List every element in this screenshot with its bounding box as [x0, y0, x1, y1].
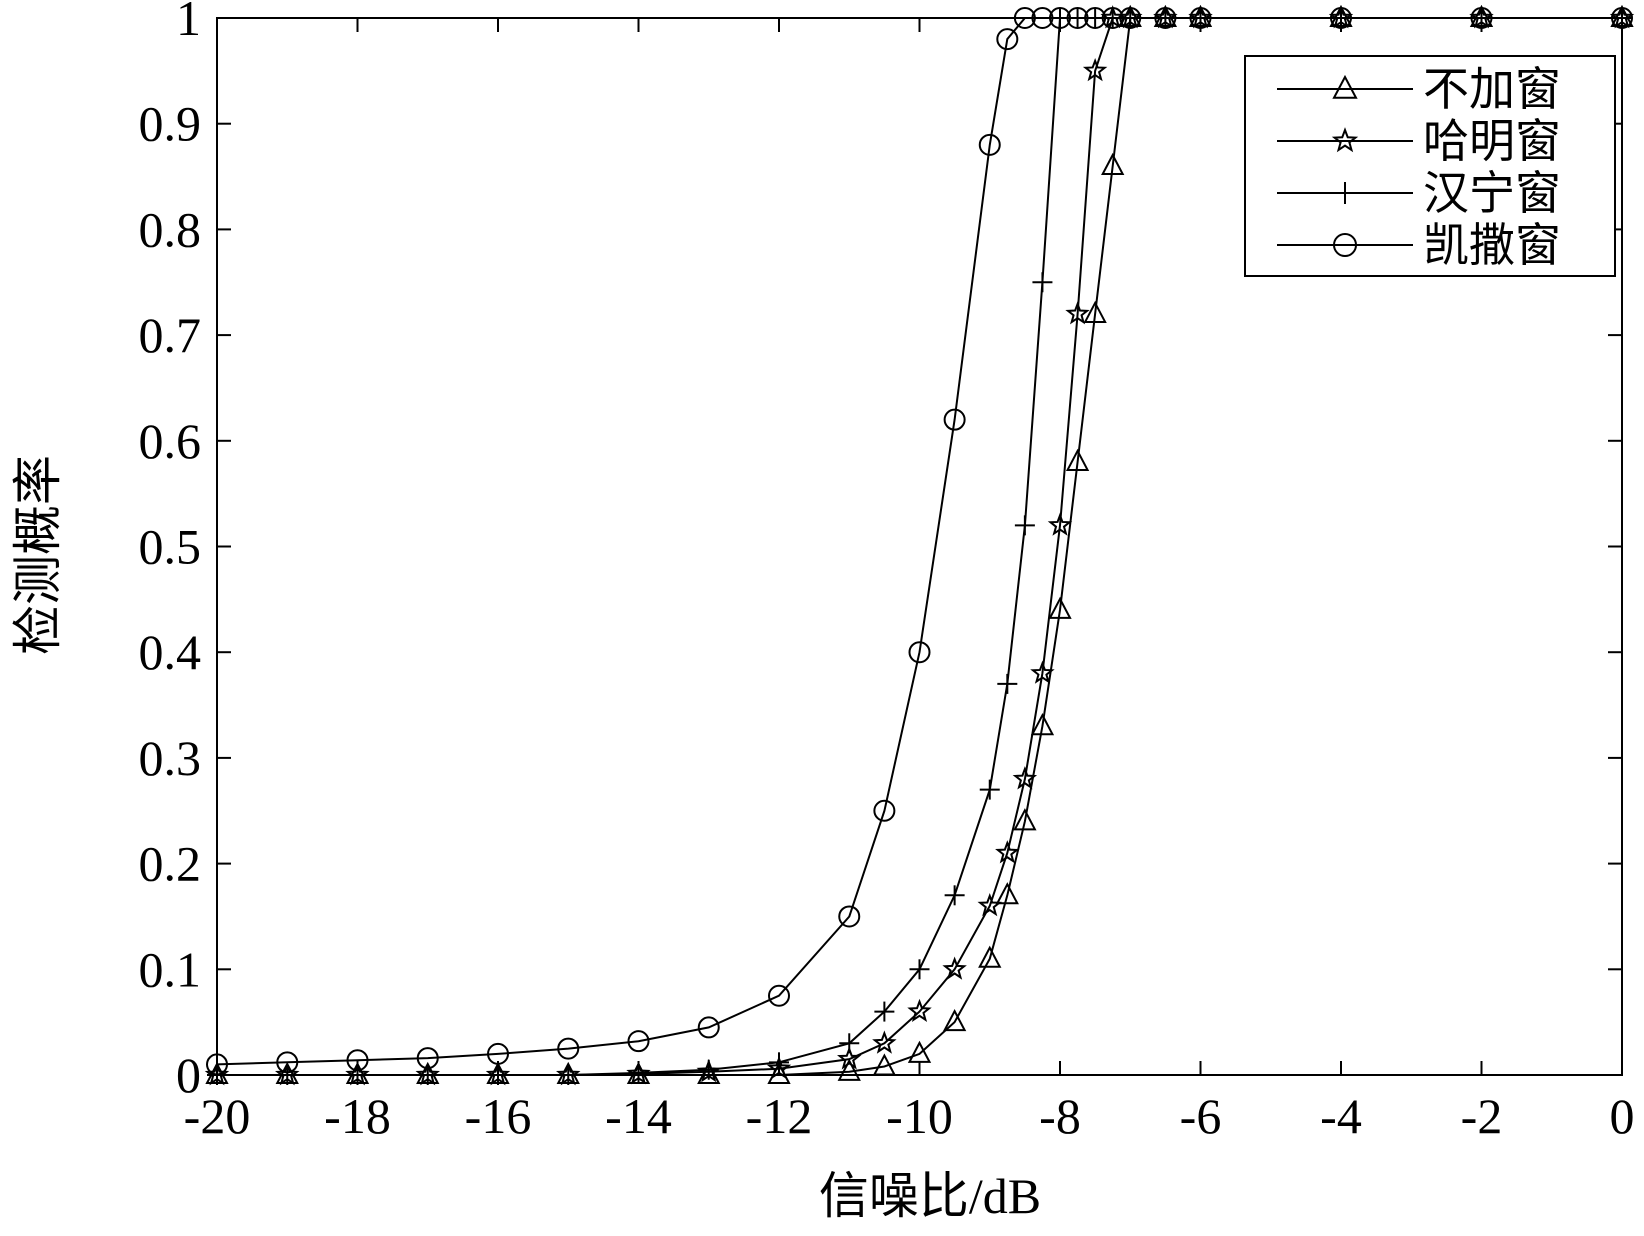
circle-marker — [697, 1016, 720, 1039]
circle-marker — [627, 1030, 650, 1053]
plus-marker — [909, 959, 930, 980]
star-marker — [1012, 766, 1038, 790]
legend-entry: 不加窗 — [1277, 64, 1561, 115]
triangle-marker — [1030, 713, 1055, 736]
star-marker — [1331, 127, 1359, 153]
circle-marker — [1333, 233, 1357, 257]
x-tick-label: 0 — [1610, 1088, 1635, 1144]
circle-marker — [943, 408, 966, 431]
y-tick-label: 0.1 — [139, 941, 202, 997]
y-tick-label: 0.9 — [139, 96, 202, 152]
triangle-marker — [1083, 300, 1107, 323]
star-marker — [872, 1030, 897, 1054]
x-tick-label: -6 — [1180, 1088, 1222, 1144]
plus-marker — [979, 779, 1000, 800]
plus-marker — [944, 885, 965, 906]
y-tick-label: 0.5 — [139, 519, 202, 575]
axes-layer: -20 -18 -16 -14 -12 -10 -8 -6 -4 -2 000.10.20.30.4… — [139, 0, 1635, 1144]
triangle-marker — [1048, 596, 1072, 619]
legend-label: 哈明窗 — [1423, 116, 1561, 167]
legend-entry: 凯撒窗 — [1277, 220, 1561, 271]
y-tick-label: 0.2 — [139, 836, 202, 892]
y-tick-label: 0.6 — [139, 413, 202, 469]
circle-marker — [838, 905, 861, 928]
triangle-marker — [1013, 808, 1037, 831]
triangle-marker — [907, 1040, 932, 1063]
triangle-marker — [1332, 74, 1358, 99]
x-tick-label: -4 — [1320, 1088, 1362, 1144]
circle-marker — [416, 1047, 439, 1070]
star-marker — [907, 998, 932, 1022]
y-axis-title: 检测概率 — [10, 455, 66, 655]
star-marker — [1030, 660, 1055, 684]
circle-marker — [996, 28, 1019, 51]
star-marker — [1065, 301, 1090, 325]
plus-marker — [1032, 272, 1053, 293]
x-axis-title: 信噪比/dB — [819, 1168, 1041, 1224]
x-tick-label: -2 — [1461, 1088, 1503, 1144]
legend-box — [1244, 55, 1616, 277]
circle-marker — [276, 1051, 299, 1074]
y-tick-label: 0.8 — [139, 201, 202, 257]
star-marker — [1082, 57, 1108, 82]
circle-marker — [978, 133, 1001, 156]
plus-marker — [698, 1059, 719, 1080]
star-marker — [995, 840, 1020, 864]
x-tick-label: -14 — [605, 1088, 672, 1144]
y-tick-label: 0.3 — [139, 730, 202, 786]
triangle-marker — [1065, 448, 1090, 471]
y-tick-label: 1 — [176, 0, 201, 46]
legend-entry: 哈明窗 — [1277, 116, 1561, 167]
x-tick-label: -20 — [184, 1088, 251, 1144]
star-marker — [837, 1046, 862, 1070]
triangle-marker — [995, 882, 1019, 905]
plus-marker — [1014, 515, 1035, 536]
triangle-marker — [1101, 152, 1125, 175]
triangle-marker — [837, 1058, 861, 1081]
triangle-marker — [942, 1009, 967, 1032]
circle-marker — [873, 799, 896, 822]
x-tick-label: -12 — [746, 1088, 813, 1144]
legend-label: 汉宁窗 — [1423, 168, 1561, 219]
y-tick-label: 0 — [176, 1047, 201, 1103]
star-marker — [1047, 512, 1073, 536]
y-tick-label: 0.7 — [139, 307, 202, 363]
circle-marker — [908, 641, 931, 664]
x-tick-label: -8 — [1039, 1088, 1081, 1144]
star-marker — [977, 893, 1002, 917]
circle-marker — [557, 1037, 580, 1060]
x-tick-label: -16 — [465, 1088, 532, 1144]
y-tick-label: 0.4 — [139, 624, 202, 680]
plus-marker — [997, 673, 1018, 694]
legend-entry: 汉宁窗 — [1277, 168, 1561, 219]
x-tick-label: -10 — [886, 1088, 953, 1144]
circle-marker — [768, 984, 790, 1007]
legend-label: 凯撒窗 — [1423, 220, 1561, 271]
triangle-marker — [978, 945, 1002, 968]
x-tick-label: -18 — [324, 1088, 391, 1144]
star-marker — [942, 956, 967, 980]
legend-label: 不加窗 — [1423, 64, 1561, 115]
plus-marker — [1334, 182, 1356, 204]
plus-marker — [839, 1033, 860, 1054]
plus-marker — [874, 1001, 895, 1022]
